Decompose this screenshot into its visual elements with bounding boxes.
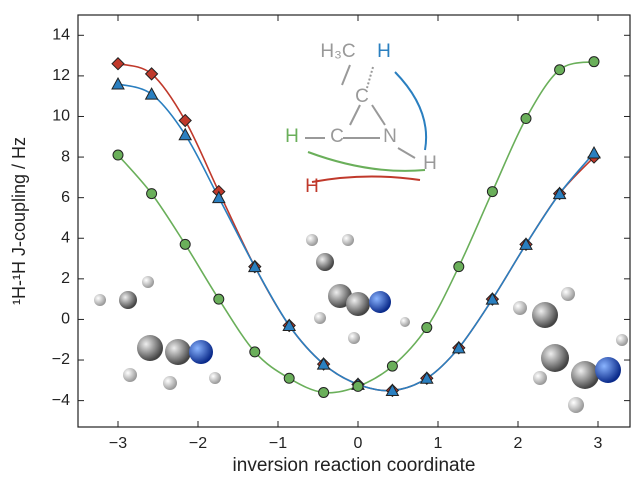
marker <box>112 58 124 70</box>
x-tick-label: −1 <box>269 435 287 452</box>
marker <box>422 323 432 333</box>
y-tick-label: 8 <box>61 148 70 165</box>
y-tick-label: 12 <box>52 67 70 84</box>
molecule <box>306 234 410 344</box>
marker <box>214 294 224 304</box>
structure-label: H <box>305 176 319 197</box>
y-tick-label: 10 <box>52 108 70 125</box>
marker <box>589 57 599 67</box>
x-tick-label: 0 <box>354 435 363 452</box>
structure-bonds <box>305 65 415 158</box>
y-tick-label: −4 <box>52 392 70 409</box>
marker <box>555 65 565 75</box>
molecule <box>513 287 628 413</box>
marker <box>146 88 158 99</box>
structure-label: H <box>423 153 437 174</box>
marker <box>454 262 464 272</box>
marker <box>284 373 294 383</box>
marker <box>487 187 497 197</box>
x-tick-label: −2 <box>189 435 207 452</box>
y-tick-label: 2 <box>61 270 70 287</box>
arrow <box>312 176 420 182</box>
structure-label: C <box>355 86 369 107</box>
x-tick-label: 3 <box>594 435 603 452</box>
chart: −3−2−10123−4−202468101214inversion react… <box>0 0 642 488</box>
arrow <box>308 152 425 171</box>
marker <box>588 147 600 158</box>
marker <box>112 78 124 89</box>
y-tick-label: 4 <box>61 229 70 246</box>
x-tick-label: 1 <box>434 435 443 452</box>
marker <box>319 387 329 397</box>
molecule <box>94 276 221 390</box>
arrow <box>395 72 426 150</box>
marker <box>353 381 363 391</box>
structure-label: H₃C <box>320 41 355 62</box>
marker <box>179 115 191 127</box>
structure-label: C <box>330 126 344 147</box>
y-tick-label: 0 <box>61 311 70 328</box>
marker <box>113 150 123 160</box>
y-tick-label: 14 <box>52 27 70 44</box>
marker <box>147 189 157 199</box>
structure-label: N <box>383 126 397 147</box>
structure-label: H <box>377 41 391 62</box>
marker <box>387 361 397 371</box>
x-tick-label: 2 <box>514 435 523 452</box>
x-axis-label: inversion reaction coordinate <box>233 455 476 476</box>
marker <box>250 347 260 357</box>
marker <box>521 114 531 124</box>
marker <box>180 239 190 249</box>
y-tick-label: −2 <box>52 351 70 368</box>
y-axis-label: ¹H-¹H J-coupling / Hz <box>9 137 29 305</box>
x-tick-label: −3 <box>109 435 127 452</box>
structure-label: H <box>285 126 299 147</box>
y-tick-label: 6 <box>61 189 70 206</box>
marker <box>179 129 191 140</box>
